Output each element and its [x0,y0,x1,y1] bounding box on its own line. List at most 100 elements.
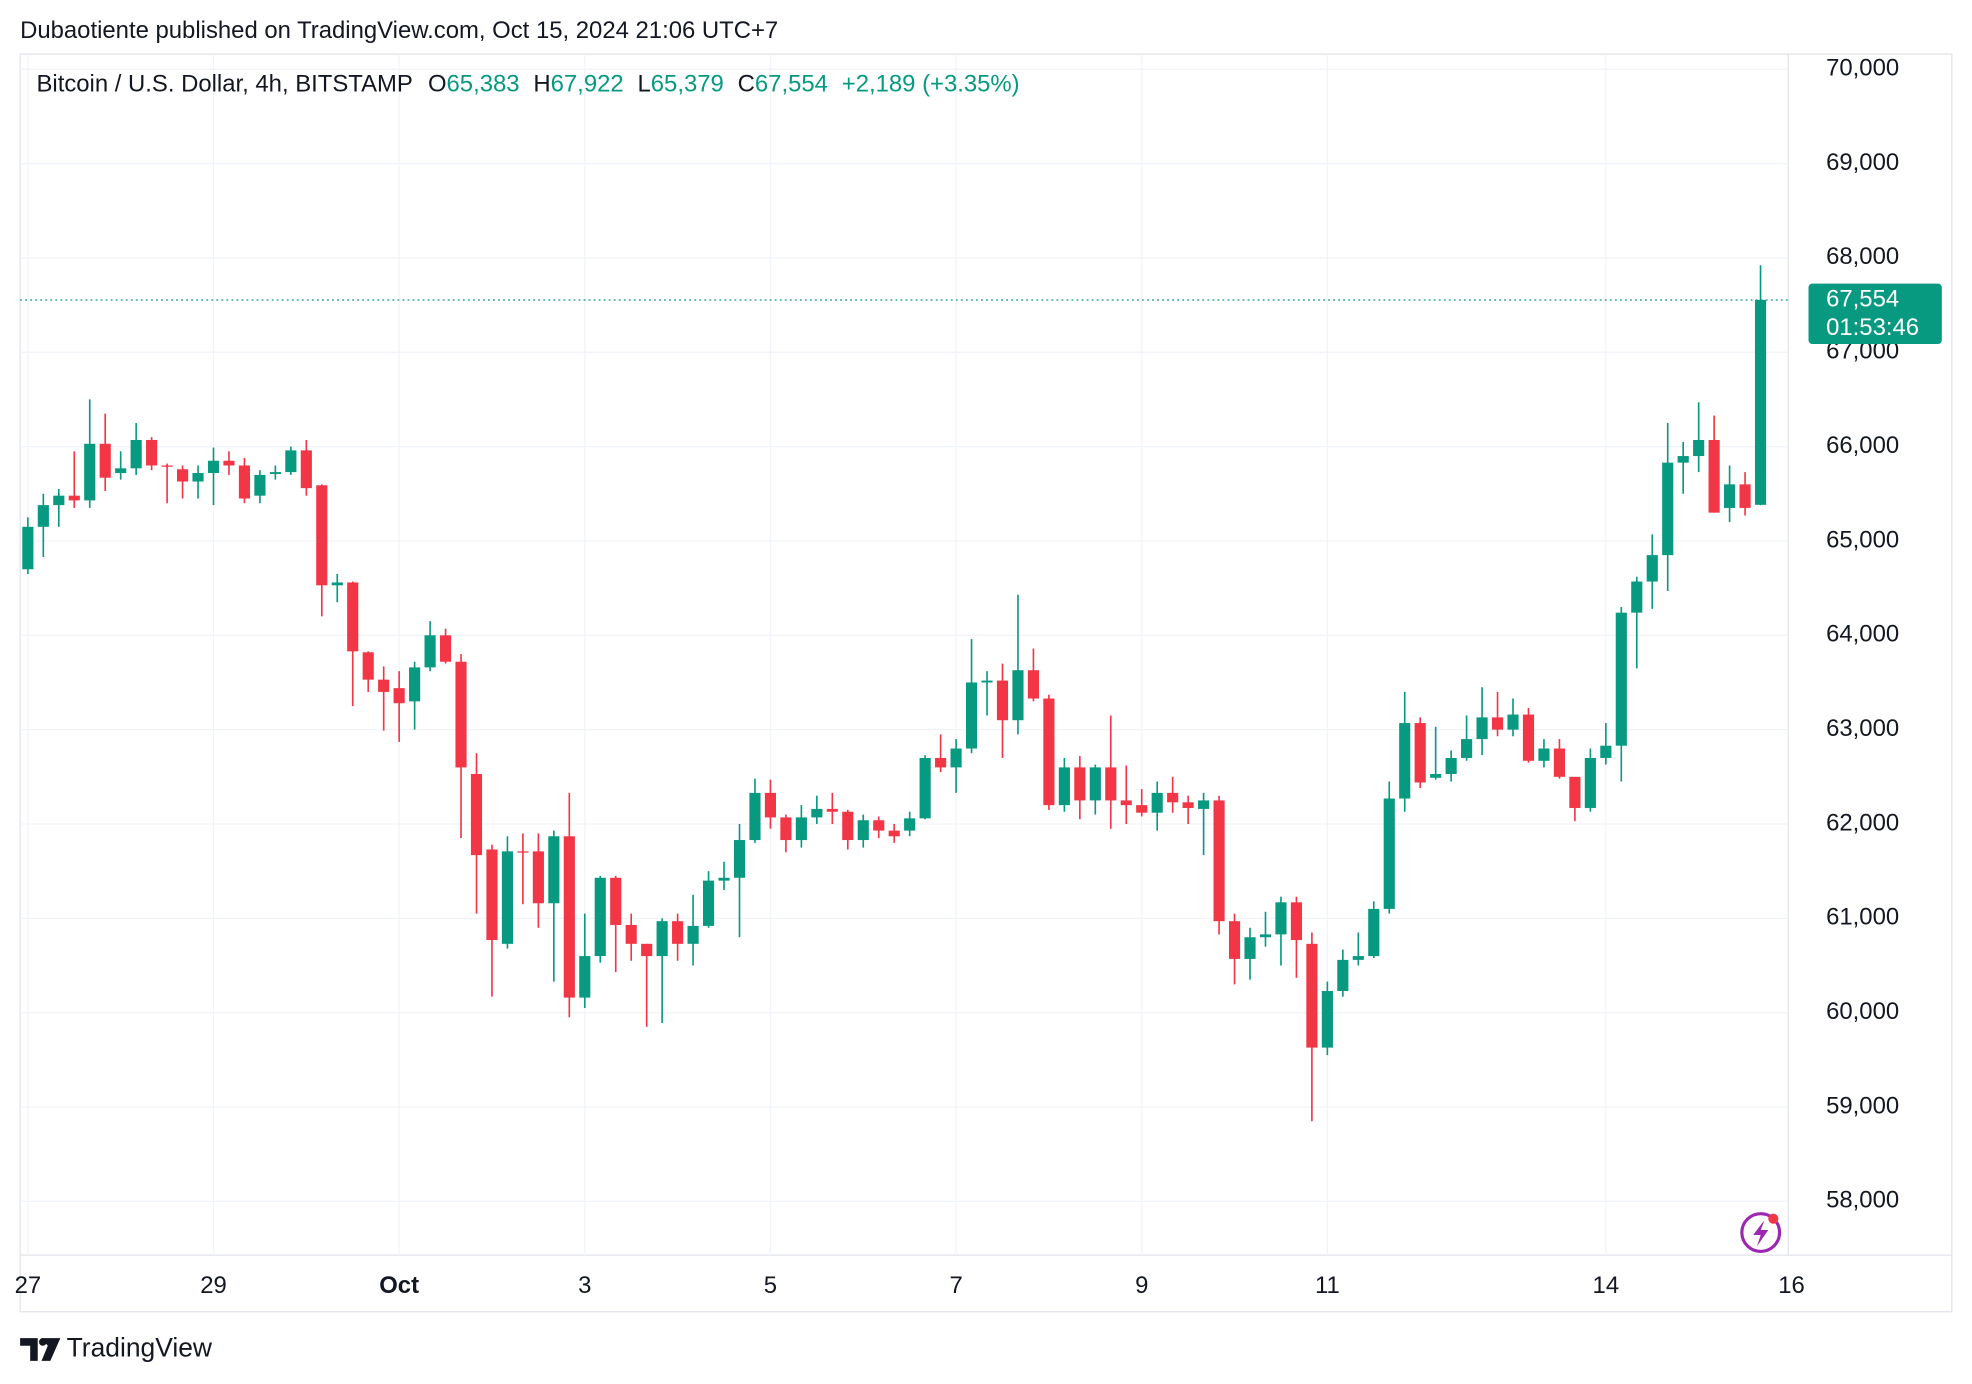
y-tick-label: 66,000 [1826,432,1899,459]
candle-body [919,757,931,819]
candle-body [656,921,668,957]
candle-body [1151,792,1163,813]
candle-body [393,688,405,704]
countdown-label: 01:53:46 [1826,314,1919,341]
chart-frame [19,53,1953,1313]
candle-body [486,849,498,941]
x-tick-label: 3 [578,1272,591,1299]
candle-body [749,792,761,841]
candle-body [1569,776,1581,808]
y-tick-label: 58,000 [1826,1187,1899,1214]
candle-body [1445,757,1457,774]
candle-body [1584,757,1596,808]
y-tick-label: 61,000 [1826,904,1899,931]
publish-header: Dubaotiente published on TradingView.com… [20,17,778,44]
replay-icon [1740,1212,1782,1253]
y-tick-label: 65,000 [1826,526,1899,553]
candle-body [1708,440,1720,513]
candle-body [1430,773,1442,778]
candle-body [842,811,854,841]
candle-body [996,680,1009,721]
candle-body [718,877,730,881]
candle-body [579,956,591,998]
candle-body [316,485,328,586]
candle-body [331,582,343,586]
candle-body [1677,456,1689,463]
candle-body [935,757,947,768]
candle-body [300,450,312,489]
candle-body [1476,717,1488,740]
x-tick-label: 29 [200,1272,227,1299]
last-price-tag [1808,283,1942,345]
candle-body [1352,956,1364,960]
candle-body [1321,991,1333,1048]
candle-body [1074,767,1086,801]
candle-body [1522,714,1535,761]
grid [20,54,1789,1256]
candle-body [1213,800,1225,922]
candle-body [1337,959,1349,992]
candle-body [53,495,65,506]
y-tick-label: 62,000 [1826,809,1899,836]
candle-body [22,526,34,570]
candle-body [1228,921,1241,959]
candle-body [254,474,266,496]
candle-body [672,921,684,944]
candle-body [176,469,189,482]
candle-body [1058,767,1070,806]
x-tick-label: 9 [1135,1272,1148,1299]
y-tick-label: 60,000 [1826,998,1899,1025]
candle-body [1724,484,1736,508]
candle-body [888,830,900,837]
x-tick-label: 16 [1778,1272,1805,1299]
x-tick-label: 27 [15,1272,42,1299]
candle-body [1244,937,1256,959]
candle-body [1182,802,1194,808]
ohlc-value: 67,922 [551,71,624,98]
tradingview-logo [20,1338,61,1361]
y-tick-label: 69,000 [1826,149,1899,176]
candle-body [115,468,127,474]
candle-body [594,877,606,957]
candle-body [130,440,142,469]
ohlc-key: L [637,71,650,98]
candle-body [733,840,746,878]
ohlc-key: H [533,71,550,98]
candle-body [950,748,962,768]
candle-body [1275,902,1287,935]
candle-body [873,820,885,831]
candle-body [625,924,637,944]
candle-body [826,808,838,812]
candle-body [532,851,544,904]
candle-body [1646,555,1658,582]
candle-body [1167,792,1179,803]
ohlc-key: O [428,71,447,98]
candle-body [548,836,560,904]
candle-body [1120,800,1132,806]
y-tick-label: 64,000 [1826,621,1899,648]
candle-body [1491,717,1504,730]
x-tick-label: 7 [949,1272,962,1299]
candle-body [1615,612,1627,746]
candle-body [192,473,204,482]
candle-body [1290,902,1302,941]
candle-body [455,661,467,768]
candle-body [238,465,251,499]
candle-body [1043,698,1055,806]
ohlc-value: 65,383 [447,71,520,98]
candle-body [1507,714,1519,730]
candle-body [146,440,158,466]
y-tick-label: 59,000 [1826,1092,1899,1119]
candle-body [687,925,699,944]
candle-body [1538,748,1550,761]
candle-body [1012,670,1024,721]
candle-body [811,808,823,818]
y-tick-label: 68,000 [1826,243,1899,270]
candle-body [1600,745,1612,758]
candle-body [99,443,111,478]
candle-body [981,680,993,683]
candle-body [424,635,436,668]
candle-body [1399,723,1411,799]
candle-body [470,773,483,856]
candle-body [285,450,297,473]
